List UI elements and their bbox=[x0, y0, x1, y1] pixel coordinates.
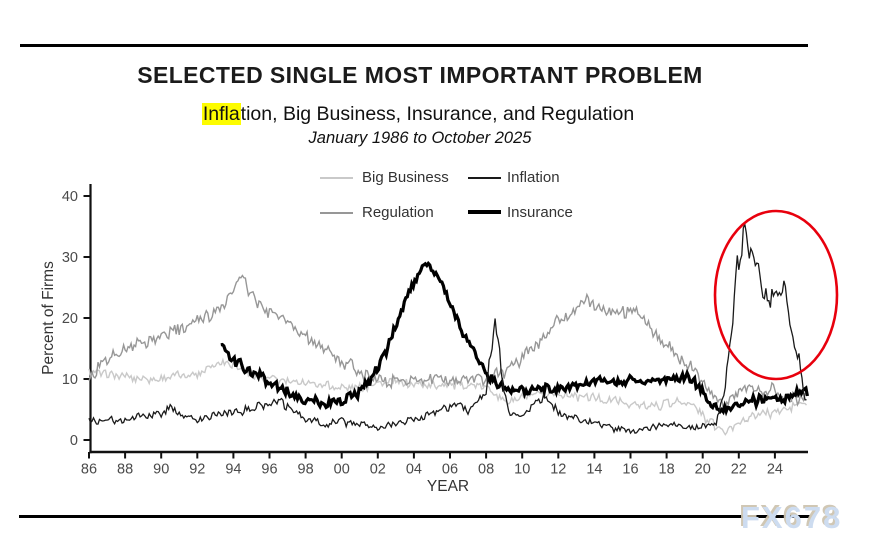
top-divider-rule bbox=[20, 44, 808, 47]
legend-label-inflation: Inflation bbox=[507, 169, 560, 186]
legend-swatch-insurance bbox=[468, 210, 501, 214]
x-tick-label: 10 bbox=[514, 462, 530, 478]
x-tick-label: 12 bbox=[550, 462, 566, 478]
x-tick-label: 06 bbox=[442, 462, 458, 478]
y-tick-label: 40 bbox=[62, 189, 78, 205]
chart-date-range: January 1986 to October 2025 bbox=[308, 129, 532, 147]
x-tick-label: 08 bbox=[478, 462, 494, 478]
legend-swatch-inflation bbox=[468, 177, 501, 179]
legend-label-regulation: Regulation bbox=[362, 204, 434, 221]
series-line-regulation bbox=[88, 274, 807, 413]
x-tick-label: 18 bbox=[659, 462, 675, 478]
x-tick-label: 04 bbox=[406, 462, 422, 478]
x-tick-label: 86 bbox=[81, 462, 97, 478]
subtitle-highlight: Infla bbox=[201, 103, 241, 125]
legend-swatch-big-business bbox=[320, 177, 353, 179]
x-axis-title: YEAR bbox=[427, 478, 469, 495]
legend-label-insurance: Insurance bbox=[507, 204, 573, 221]
subtitle-rest: tion, Big Business, Insurance, and Regul… bbox=[240, 103, 635, 125]
x-tick-label: 02 bbox=[370, 462, 386, 478]
x-tick-label: 00 bbox=[334, 462, 350, 478]
x-tick-label: 88 bbox=[117, 462, 133, 478]
bottom-divider-rule bbox=[19, 515, 810, 518]
inflation-spike-ellipse-annotation bbox=[713, 209, 839, 381]
x-tick-label: 98 bbox=[298, 462, 314, 478]
y-tick-label: 30 bbox=[62, 250, 78, 266]
y-axis-title: Percent of Firms bbox=[40, 261, 57, 375]
y-tick-label: 0 bbox=[70, 433, 78, 449]
chart-subtitle: Inflation, Big Business, Insurance, and … bbox=[0, 103, 836, 126]
x-tick-label: 90 bbox=[153, 462, 169, 478]
series-line-insurance bbox=[220, 260, 809, 417]
x-tick-label: 22 bbox=[731, 462, 747, 478]
x-tick-label: 96 bbox=[261, 462, 277, 478]
x-tick-label: 14 bbox=[586, 462, 602, 478]
y-tick-label: 10 bbox=[62, 372, 78, 388]
x-tick-label: 16 bbox=[622, 462, 638, 478]
x-tick-label: 24 bbox=[767, 462, 783, 478]
x-tick-label: 94 bbox=[225, 462, 241, 478]
legend-swatch-regulation bbox=[320, 212, 353, 214]
chart-title: SELECTED SINGLE MOST IMPORTANT PROBLEM bbox=[137, 62, 703, 88]
legend-label-big-business: Big Business bbox=[362, 169, 449, 186]
x-tick-label: 20 bbox=[695, 462, 711, 478]
series-line-big-business bbox=[88, 357, 808, 436]
series-line-inflation bbox=[88, 221, 807, 435]
y-tick-label: 20 bbox=[62, 311, 78, 327]
x-tick-label: 92 bbox=[189, 462, 205, 478]
watermark-fx678: FX678 bbox=[741, 500, 843, 535]
